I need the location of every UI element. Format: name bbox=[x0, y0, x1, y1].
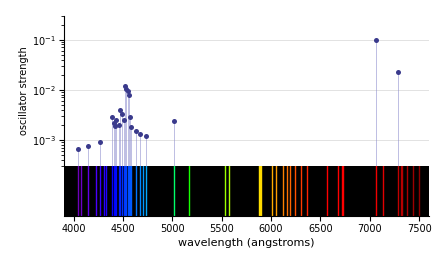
Point bbox=[112, 118, 119, 122]
Point bbox=[143, 134, 150, 138]
Point bbox=[125, 89, 132, 93]
X-axis label: wavelength (angstroms): wavelength (angstroms) bbox=[178, 238, 315, 248]
Point bbox=[171, 119, 178, 123]
Point bbox=[110, 121, 117, 125]
Point bbox=[136, 132, 143, 136]
Point bbox=[75, 147, 82, 151]
Point bbox=[394, 69, 401, 74]
Point bbox=[84, 144, 92, 148]
Point bbox=[116, 123, 123, 127]
Point bbox=[121, 84, 128, 88]
Point bbox=[128, 125, 135, 129]
Point bbox=[122, 86, 129, 91]
Point bbox=[373, 37, 380, 42]
Point bbox=[120, 118, 127, 122]
Point bbox=[127, 115, 134, 119]
Point bbox=[132, 129, 139, 133]
Point bbox=[117, 108, 124, 112]
Point bbox=[118, 112, 125, 116]
Point bbox=[125, 92, 132, 97]
Y-axis label: oscillator strength: oscillator strength bbox=[19, 47, 29, 135]
Point bbox=[111, 124, 118, 128]
Point bbox=[108, 115, 115, 119]
Point bbox=[97, 140, 104, 144]
